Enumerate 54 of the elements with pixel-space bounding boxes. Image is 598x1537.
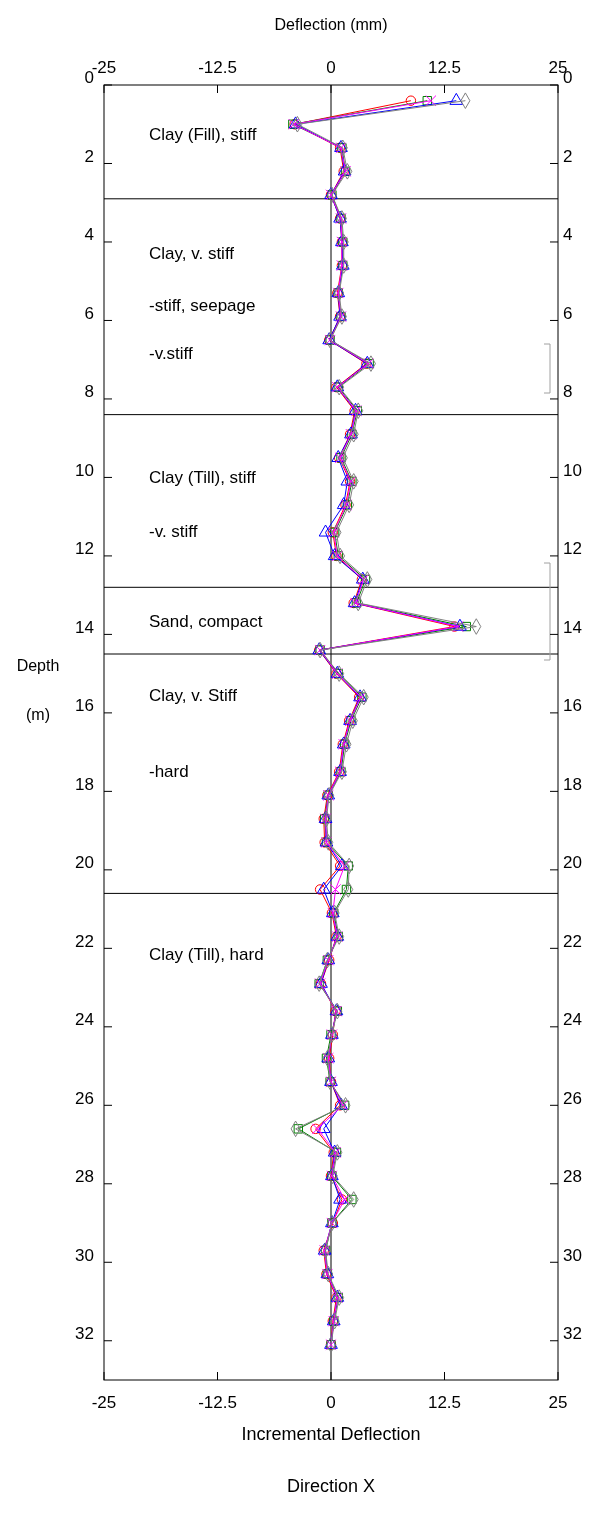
annotation: Clay (Till), hard bbox=[149, 944, 264, 964]
y-tick-label: 32 bbox=[75, 1324, 94, 1344]
y2-tick-label: 20 bbox=[563, 853, 582, 873]
x-tick-label: 12.5 bbox=[427, 58, 462, 77]
y-tick-label: 12 bbox=[75, 539, 94, 559]
x2-tick-label: -25 bbox=[91, 1393, 117, 1412]
y-tick-label: 30 bbox=[75, 1245, 94, 1265]
annotation: Clay, v. Stiff bbox=[149, 685, 238, 705]
y-tick-label: 16 bbox=[75, 696, 94, 716]
annotation: -v.stiff bbox=[149, 343, 194, 363]
y2-tick-label: 30 bbox=[563, 1245, 582, 1265]
y2-tick-label: 26 bbox=[563, 1088, 582, 1108]
y2-tick-label: 16 bbox=[563, 696, 582, 716]
y2-tick-label: 22 bbox=[563, 931, 582, 951]
x-tick-label: -12.5 bbox=[198, 58, 237, 77]
annotation: Clay (Till), stiff bbox=[149, 467, 256, 487]
y2-tick-label: 12 bbox=[563, 539, 582, 559]
y-tick-label: 8 bbox=[84, 382, 94, 402]
x2-axis-title: Deflection (mm) bbox=[274, 16, 388, 33]
y-tick-label: 14 bbox=[75, 617, 94, 637]
y-tick-label: 20 bbox=[75, 853, 94, 873]
y2-tick-label: 6 bbox=[563, 303, 573, 323]
x2-tick-label: 12.5 bbox=[427, 1393, 462, 1412]
y-tick-label: 28 bbox=[75, 1167, 94, 1187]
y-tick-label: 24 bbox=[75, 1010, 94, 1030]
x2-tick-label: 0 bbox=[326, 1393, 336, 1412]
annotation: Clay (Fill), stiff bbox=[149, 124, 257, 144]
y-tick-label: 18 bbox=[75, 774, 94, 794]
y2-tick-label: 18 bbox=[563, 774, 582, 794]
text: Depth (m) bbox=[16, 656, 60, 723]
y2-tick-label: 4 bbox=[563, 225, 573, 245]
y2-tick-label: 28 bbox=[563, 1167, 582, 1187]
y2-tick-label: 2 bbox=[563, 146, 573, 166]
annotation: -hard bbox=[149, 761, 189, 781]
text: Direction X bbox=[286, 1476, 376, 1496]
y2-tick-label: 8 bbox=[563, 382, 573, 402]
y2-tick-label: 14 bbox=[563, 617, 582, 637]
x2-tick-label: -12.5 bbox=[198, 1393, 237, 1412]
y2-tick-label: 24 bbox=[563, 1010, 582, 1030]
y-tick-label: 4 bbox=[84, 225, 94, 245]
y2-tick-label: 32 bbox=[563, 1324, 582, 1344]
annotation: Clay, v. stiff bbox=[149, 243, 235, 263]
y2-tick-label: 10 bbox=[563, 460, 582, 480]
y-tick-label: 2 bbox=[84, 146, 94, 166]
x-tick-label: 0 bbox=[326, 58, 336, 77]
y-tick-label: 22 bbox=[75, 931, 94, 951]
x2-tick-label: 25 bbox=[548, 1393, 568, 1412]
annotation: -stiff, seepage bbox=[149, 295, 256, 315]
y-tick-label: 10 bbox=[75, 460, 94, 480]
y-tick-label: 6 bbox=[84, 303, 94, 323]
annotation: Sand, compact bbox=[149, 611, 263, 631]
y-tick-label: 26 bbox=[75, 1088, 94, 1108]
text: Incremental Deflection bbox=[241, 1424, 421, 1444]
annotation: -v. stiff bbox=[149, 521, 198, 541]
